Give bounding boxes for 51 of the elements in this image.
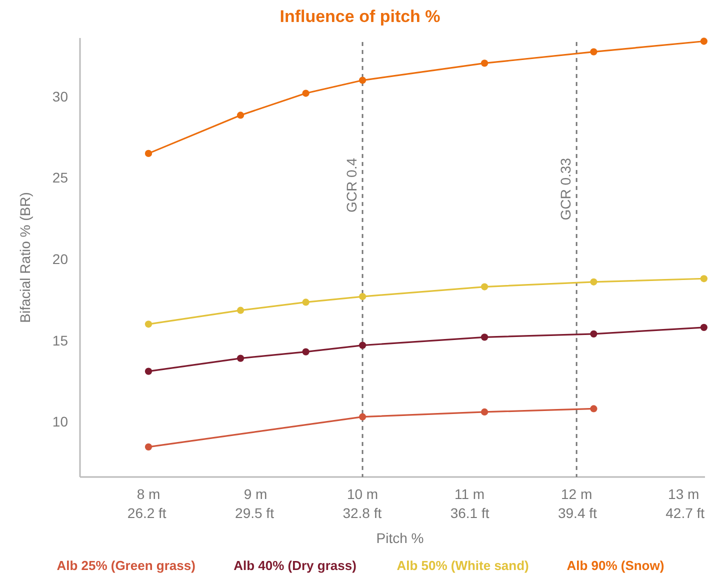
x-tick-label: 8 m (136, 486, 160, 502)
point (144, 443, 152, 450)
point (358, 342, 366, 349)
y-tick-label: 25 (52, 170, 68, 186)
text: Alb 50% (White sand) (396, 558, 529, 573)
point (700, 324, 708, 331)
y-tick-label: 10 (52, 414, 68, 430)
point (302, 90, 310, 97)
x2-tick-label: 36.1 ft (450, 505, 490, 521)
point (236, 306, 244, 314)
y-tick-label: 20 (52, 251, 68, 268)
point (236, 354, 244, 362)
x-tick-label: 9 m (244, 486, 268, 502)
point (358, 292, 366, 300)
x2-tick-label: 32.8 ft (342, 505, 382, 521)
x2-tick-label: 42.7 ft (666, 505, 705, 521)
point (480, 283, 488, 290)
y-axis-title: Bifacial Ratio % (BR) (17, 192, 33, 323)
point (144, 150, 152, 157)
text: Alb 90% (Snow) (566, 558, 664, 573)
x2-tick-label: 26.2 ft (127, 505, 166, 521)
y-tick-label: 30 (52, 88, 68, 104)
point (480, 408, 488, 416)
point (700, 275, 708, 282)
point (700, 38, 708, 45)
point (590, 330, 598, 338)
point (480, 60, 488, 67)
y-tick-label: 15 (52, 332, 68, 348)
point (590, 278, 598, 286)
x2-tick-label: 29.5 ft (235, 505, 274, 521)
x2-tick-label: 39.4 ft (558, 505, 598, 521)
point (144, 368, 152, 375)
point (358, 413, 366, 420)
point (480, 334, 488, 341)
text: Alb 40% (Dry grass) (234, 558, 356, 573)
point (590, 405, 598, 412)
text: Alb 25% (Green grass) (56, 558, 196, 573)
x-tick-label: 12 m (561, 486, 592, 502)
chart-title: Influence of pitch % (280, 7, 440, 26)
x-tick-label: 13 m (668, 486, 700, 502)
ref-line-label: GCR 0.4 (344, 158, 360, 212)
x-axis-title: Pitch % (376, 530, 424, 546)
x-tick-label: 11 m (454, 486, 485, 502)
point (590, 48, 598, 56)
point (144, 320, 152, 328)
point (302, 348, 310, 356)
point (302, 298, 310, 306)
x-tick-label: 10 m (346, 486, 378, 502)
point (236, 112, 244, 119)
point (358, 76, 366, 84)
ref-line-label: GCR 0.33 (558, 158, 574, 220)
